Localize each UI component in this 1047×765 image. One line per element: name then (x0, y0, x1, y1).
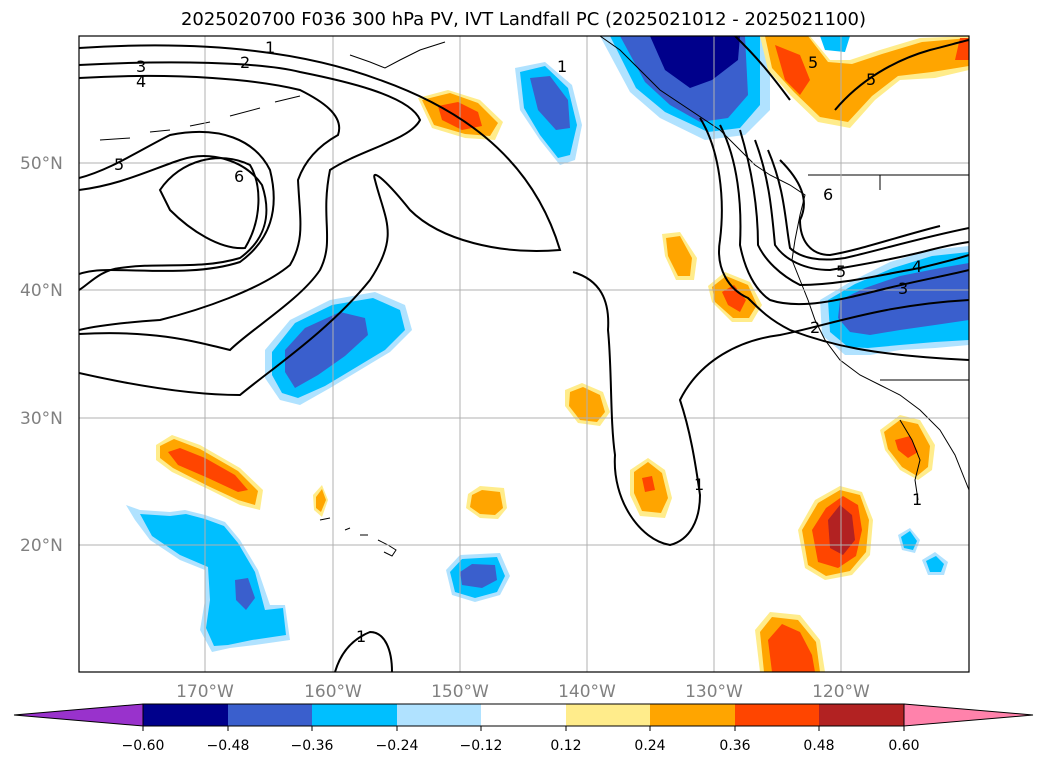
longitude-labels: 170°W 160°W 150°W 140°W 130°W 120°W (176, 682, 870, 702)
lat-label-50n: 50°N (20, 154, 63, 174)
lon-label-170w: 170°W (176, 682, 234, 702)
colorbar-tick-label: 0.48 (803, 738, 834, 754)
colorbar-tick-label: 0.36 (719, 738, 750, 754)
contour-label: 3 (136, 57, 146, 76)
colorbar-segment (228, 704, 312, 726)
colorbar: −0.60 −0.48 −0.36 −0.24 −0.12 0.12 0.24 … (13, 703, 1034, 754)
lat-label-20n: 20°N (20, 536, 63, 556)
colorbar-tick-label: −0.48 (207, 738, 250, 754)
contour-label: 1 (356, 627, 366, 646)
contour-labels: 1 2 3 4 5 6 1 6 5 4 3 2 1 1 5 1 5 (114, 38, 922, 646)
colorbar-tick-label: −0.12 (460, 738, 503, 754)
lat-label-30n: 30°N (20, 409, 63, 429)
colorbar-segment (735, 704, 819, 726)
colorbar-tick-label: −0.60 (122, 738, 165, 754)
colorbar-segment (650, 704, 735, 726)
pv-contours (79, 36, 969, 672)
colorbar-tick-label: 0.60 (888, 738, 919, 754)
contour-label: 1 (557, 57, 567, 76)
colorbar-tick-label: 0.24 (634, 738, 665, 754)
contour-label: 5 (836, 262, 846, 281)
contour-label: 5 (114, 155, 124, 174)
lon-label-120w: 120°W (812, 682, 870, 702)
lon-label-160w: 160°W (304, 682, 362, 702)
contour-label: 4 (912, 257, 922, 276)
contour-label: 3 (898, 279, 908, 298)
lon-label-130w: 130°W (685, 682, 743, 702)
contour-label: 2 (240, 53, 250, 72)
colorbar-segment (397, 704, 481, 726)
contour-label: 6 (823, 185, 833, 204)
lat-label-40n: 40°N (20, 281, 63, 301)
colorbar-segment (143, 704, 228, 726)
lon-label-140w: 140°W (558, 682, 616, 702)
latitude-labels: 50°N 40°N 30°N 20°N (20, 154, 63, 556)
colorbar-segment (819, 704, 904, 726)
ivt-shading (126, 36, 969, 672)
contour-label: 1 (265, 38, 275, 57)
contour-label: 1 (912, 490, 922, 509)
colorbar-segment (481, 704, 566, 726)
map-panel: 1 2 3 4 5 6 1 6 5 4 3 2 1 1 5 1 5 (79, 36, 969, 672)
contour-label: 6 (234, 167, 244, 186)
gridlines (79, 36, 969, 672)
colorbar-tick-label: −0.24 (376, 738, 419, 754)
contour-label: 1 (694, 475, 704, 494)
contour-label: 2 (810, 318, 820, 337)
map-title: 2025020700 F036 300 hPa PV, IVT Landfall… (180, 9, 867, 30)
contour-label: 5 (808, 53, 818, 72)
colorbar-tick-label: −0.36 (291, 738, 334, 754)
map-border (78, 35, 970, 673)
colorbar-segment (312, 704, 397, 726)
contour-label: 4 (136, 72, 146, 91)
colorbar-segment (566, 704, 650, 726)
contour-label: 5 (866, 70, 876, 89)
colorbar-extend-min (13, 703, 144, 727)
lon-label-150w: 150°W (431, 682, 489, 702)
colorbar-extend-max (903, 703, 1034, 727)
colorbar-tick-label: 0.12 (550, 738, 581, 754)
